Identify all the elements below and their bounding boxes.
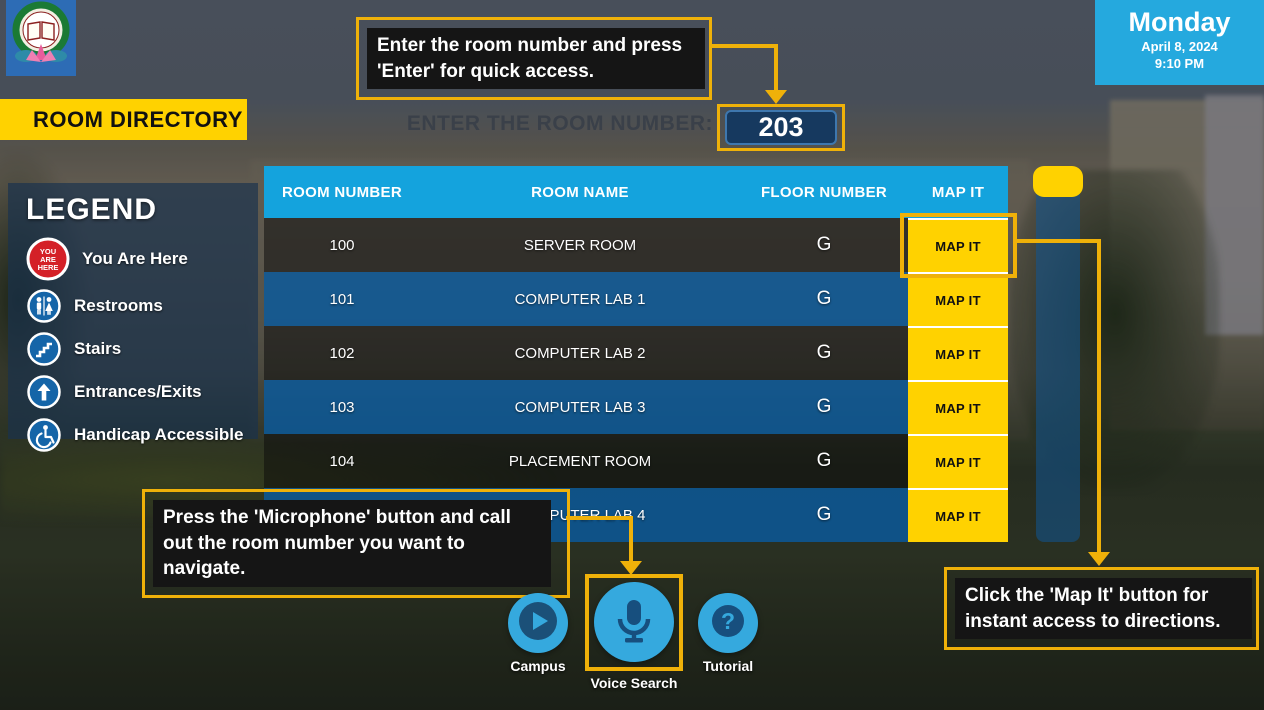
college-logo-icon <box>6 0 76 76</box>
arrow-mapit-head <box>1088 552 1110 566</box>
legend-item-you-are-here: YOU ARE HERE You Are Here <box>26 237 244 281</box>
arrow-mapit-vertical <box>1097 239 1101 553</box>
table-scrollbar-track[interactable] <box>1036 172 1080 542</box>
legend-label: You Are Here <box>82 249 188 268</box>
room-number-cell: 103 <box>329 398 355 416</box>
svg-text:ARE: ARE <box>40 255 56 264</box>
voice-search-label: Voice Search <box>590 675 678 691</box>
legend-item-restrooms: Restrooms <box>26 288 244 324</box>
room-number-cell: 102 <box>329 344 355 362</box>
map-it-button[interactable]: MAP IT <box>908 488 1008 542</box>
stairs-icon <box>26 331 62 367</box>
datetime-panel: Monday April 8, 2024 9:10 PM <box>1095 0 1264 85</box>
restrooms-icon <box>26 288 62 324</box>
map-it-button[interactable]: MAP IT <box>908 434 1008 488</box>
arrow-enter-head <box>765 90 787 104</box>
room-name-cell: COMPUTER LAB 3 <box>514 398 646 416</box>
room-name-cell: PLACEMENT ROOM <box>508 452 652 470</box>
arrow-enter-vertical <box>774 44 778 91</box>
you-are-here-icon: YOU ARE HERE <box>26 237 70 281</box>
legend-label: Stairs <box>74 339 122 358</box>
legend-item-handicap: Handicap Accessible <box>26 417 244 453</box>
svg-text:YOU: YOU <box>40 247 56 256</box>
legend-title: LEGEND <box>26 193 158 226</box>
arrow-mapit-horizontal <box>1017 239 1101 243</box>
enter-tooltip-text: Enter the room number and press 'Enter' … <box>367 28 705 90</box>
svg-text:?: ? <box>721 608 735 634</box>
room-name-cell: SERVER ROOM <box>523 236 637 254</box>
date-label: April 8, 2024 <box>1141 38 1218 54</box>
background-building-right <box>1110 100 1264 430</box>
room-number-prompt: ENTER THE ROOM NUMBER: <box>406 112 713 135</box>
header-floor-number: FLOOR NUMBER <box>760 183 888 201</box>
table-row: 100 SERVER ROOM G MAP IT <box>264 218 1008 272</box>
voice-search-button[interactable] <box>594 582 674 662</box>
room-number-cell: 101 <box>329 290 355 308</box>
legend-label: Restrooms <box>74 296 163 315</box>
header-map-it: MAP IT <box>931 183 985 201</box>
map-it-button[interactable]: MAP IT <box>908 326 1008 380</box>
arrow-mic-horizontal <box>566 516 633 520</box>
room-number-input-highlight: 203 <box>717 104 845 151</box>
map-it-tooltip-text: Click the 'Map It' button for instant ac… <box>955 578 1252 640</box>
microphone-tooltip-text: Press the 'Microphone' button and call o… <box>153 500 551 587</box>
legend-label: Handicap Accessible <box>74 425 244 444</box>
arrow-mic-head <box>620 561 642 575</box>
background-building-far <box>1205 95 1264 335</box>
table-scrollbar-thumb[interactable] <box>1033 166 1083 197</box>
map-it-tooltip: Click the 'Map It' button for instant ac… <box>944 567 1259 651</box>
room-directory-banner: ROOM DIRECTORY <box>0 99 247 140</box>
svg-text:HERE: HERE <box>38 263 59 272</box>
floor-cell: G <box>816 288 832 309</box>
arrow-enter-horizontal <box>712 44 778 48</box>
microphone-icon <box>609 595 659 650</box>
table-row: 104 PLACEMENT ROOM G MAP IT <box>264 434 1008 488</box>
voice-search-highlight-box <box>585 574 683 671</box>
play-icon <box>517 600 559 647</box>
time-label: 9:10 PM <box>1154 56 1205 72</box>
tutorial-button[interactable]: ? <box>698 593 758 653</box>
room-directory-table: ROOM NUMBER ROOM NAME FLOOR NUMBER MAP I… <box>264 166 1008 542</box>
floor-cell: G <box>816 504 832 525</box>
campus-button[interactable] <box>508 593 568 653</box>
microphone-tooltip: Press the 'Microphone' button and call o… <box>142 489 570 598</box>
header-room-number: ROOM NUMBER <box>282 183 402 201</box>
legend-item-entrances: Entrances/Exits <box>26 374 244 410</box>
table-header-row: ROOM NUMBER ROOM NAME FLOOR NUMBER MAP I… <box>264 166 1008 218</box>
legend-label: Entrances/Exits <box>74 382 202 401</box>
day-label: Monday <box>1128 7 1231 37</box>
header-room-name: ROOM NAME <box>531 183 629 201</box>
map-it-button[interactable]: MAP IT <box>908 272 1008 326</box>
table-row: 103 COMPUTER LAB 3 G MAP IT <box>264 380 1008 434</box>
map-it-highlight-box <box>900 213 1017 278</box>
floor-cell: G <box>816 342 832 363</box>
room-name-cell: COMPUTER LAB 2 <box>514 344 646 362</box>
room-number-cell: 104 <box>329 452 355 470</box>
arrow-mic-vertical <box>629 516 633 562</box>
campus-label: Campus <box>510 658 566 674</box>
tutorial-label: Tutorial <box>702 658 754 674</box>
table-row: 102 COMPUTER LAB 2 G MAP IT <box>264 326 1008 380</box>
enter-tooltip: Enter the room number and press 'Enter' … <box>356 17 712 101</box>
map-it-button[interactable]: MAP IT <box>908 218 1008 272</box>
room-name-cell: COMPUTER LAB 1 <box>514 290 646 308</box>
handicap-icon <box>26 417 62 453</box>
entrances-icon <box>26 374 62 410</box>
room-number-cell: 100 <box>329 236 355 254</box>
question-icon: ? <box>707 600 749 647</box>
legend-item-stairs: Stairs <box>26 331 244 367</box>
room-number-input[interactable]: 203 <box>725 110 837 145</box>
floor-cell: G <box>816 450 832 471</box>
floor-cell: G <box>816 234 832 255</box>
floor-cell: G <box>816 396 832 417</box>
map-it-button[interactable]: MAP IT <box>908 380 1008 434</box>
legend-panel: LEGEND YOU ARE HERE You Are Here <box>8 183 258 452</box>
table-row: 101 COMPUTER LAB 1 G MAP IT <box>264 272 1008 326</box>
